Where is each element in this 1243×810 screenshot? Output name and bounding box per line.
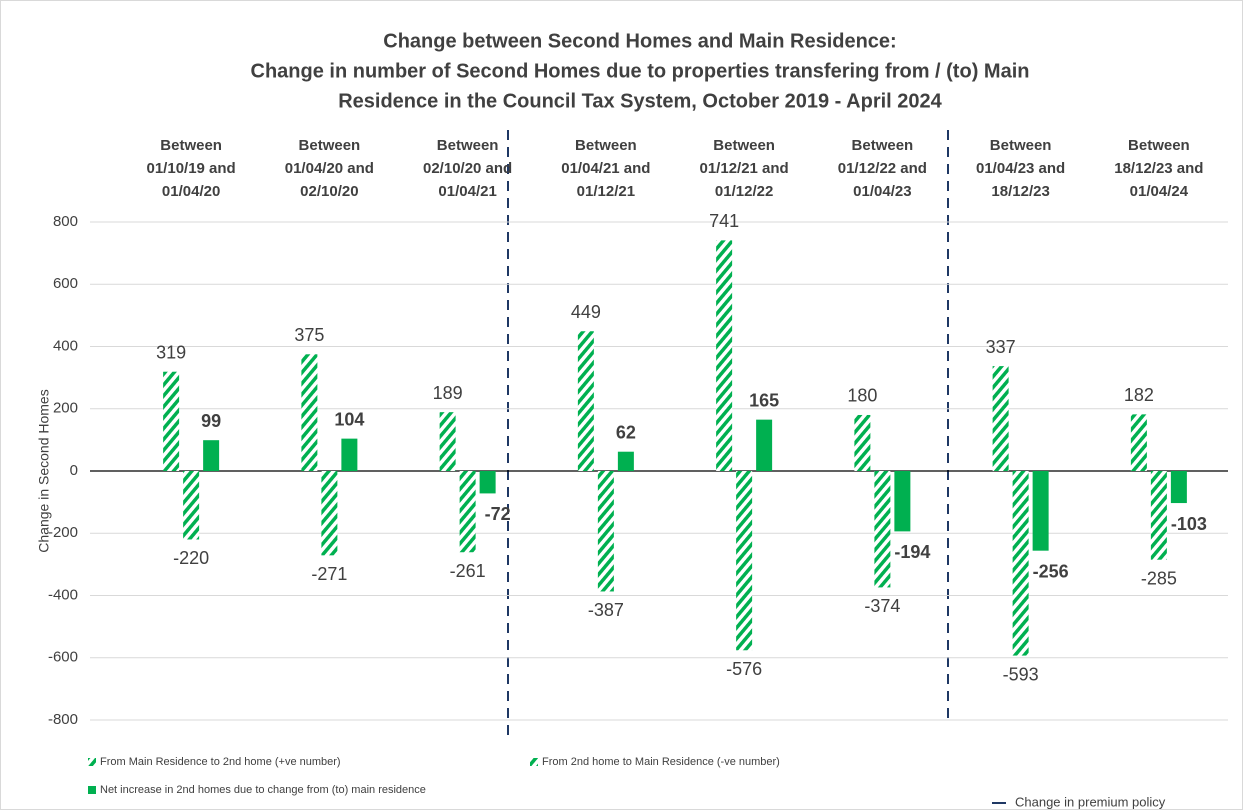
x-category-label: 01/12/21 and (700, 160, 789, 177)
y-tick-label: -200 (48, 524, 78, 541)
data-label: 319 (156, 342, 186, 362)
legend-swatch (88, 758, 96, 766)
x-category-label: Between (852, 137, 914, 154)
bar (874, 471, 891, 588)
x-category-label: 01/04/20 and (285, 160, 374, 177)
y-tick-label: 200 (53, 400, 78, 417)
chart-title: Change between Second Homes and Main Res… (383, 30, 896, 52)
data-label: 182 (1124, 385, 1154, 405)
bar (163, 371, 180, 471)
data-label: 337 (986, 337, 1016, 357)
data-label: -261 (450, 561, 486, 581)
bar (992, 366, 1009, 471)
bar (341, 438, 358, 471)
y-tick-label: -400 (48, 586, 78, 603)
bar (439, 412, 456, 471)
x-category-label: Between (299, 137, 361, 154)
data-label: -271 (311, 564, 347, 584)
bar (716, 240, 733, 471)
bar (1170, 471, 1187, 504)
bar (854, 414, 871, 471)
x-category-label: Between (713, 137, 775, 154)
data-label: -285 (1141, 568, 1177, 588)
legend-swatch (530, 758, 538, 766)
y-tick-label: 600 (53, 275, 78, 292)
y-tick-label: -800 (48, 711, 78, 728)
y-tick-label: 400 (53, 337, 78, 354)
bar (321, 471, 338, 556)
data-label: 180 (847, 386, 877, 406)
bar (756, 419, 773, 471)
data-label: -220 (173, 548, 209, 568)
x-category-label: Between (575, 137, 637, 154)
bar (577, 331, 594, 471)
data-label: -593 (1003, 664, 1039, 684)
x-category-label: Between (437, 137, 499, 154)
x-category-label: 18/12/23 and (1114, 160, 1203, 177)
chart-title: Change in number of Second Homes due to … (251, 60, 1030, 82)
data-label: 99 (201, 411, 221, 431)
legend-swatch (88, 786, 96, 794)
bar (1130, 414, 1147, 471)
data-label: -387 (588, 600, 624, 620)
legend-label: Change in premium policy (1015, 794, 1166, 809)
bar (1032, 471, 1049, 551)
data-label: 449 (571, 302, 601, 322)
bar (479, 471, 496, 494)
x-category-label: 01/04/21 and (561, 160, 650, 177)
y-tick-label: -600 (48, 649, 78, 666)
legend-label: From 2nd home to Main Residence (-ve num… (542, 756, 780, 768)
data-label: -374 (864, 596, 900, 616)
bar (203, 440, 220, 471)
x-category-label: 01/12/22 and (838, 160, 927, 177)
data-label: -256 (1033, 561, 1069, 581)
x-category-label: 02/10/20 (300, 183, 358, 200)
data-label: 375 (294, 325, 324, 345)
bar (301, 354, 318, 471)
data-label: 62 (616, 422, 636, 442)
chart-title: Residence in the Council Tax System, Oct… (338, 90, 942, 112)
legend-label: Net increase in 2nd homes due to change … (100, 784, 426, 796)
data-label: 189 (433, 383, 463, 403)
x-category-label: 01/04/20 (162, 183, 220, 200)
x-category-label: 01/10/19 and (147, 160, 236, 177)
x-category-label: 02/10/20 and (423, 160, 512, 177)
bar (1012, 471, 1029, 656)
x-category-label: 01/04/23 (853, 183, 911, 200)
x-category-label: Between (1128, 137, 1190, 154)
y-tick-label: 0 (70, 462, 78, 479)
x-category-label: 01/04/24 (1130, 183, 1189, 200)
bar (1150, 471, 1167, 560)
x-category-label: 01/04/23 and (976, 160, 1065, 177)
legend-label: From Main Residence to 2nd home (+ve num… (100, 756, 341, 768)
x-category-label: 01/04/21 (438, 183, 496, 200)
x-category-label: 18/12/23 (991, 183, 1049, 200)
bar (459, 471, 476, 553)
data-label: 741 (709, 211, 739, 231)
data-label: -576 (726, 659, 762, 679)
data-label: -194 (894, 542, 930, 562)
x-category-label: 01/12/22 (715, 183, 773, 200)
x-category-label: 01/12/21 (577, 183, 635, 200)
y-axis-label: Change in Second Homes (36, 389, 52, 552)
data-label: -103 (1171, 514, 1207, 534)
bar (597, 471, 614, 592)
bar (736, 471, 753, 651)
x-category-label: Between (990, 137, 1052, 154)
x-category-label: Between (160, 137, 222, 154)
bar (183, 471, 200, 540)
data-label: -72 (485, 504, 511, 524)
y-tick-label: 800 (53, 213, 78, 230)
data-label: 104 (334, 409, 364, 429)
data-label: 165 (749, 390, 779, 410)
bar (617, 451, 634, 471)
bar (894, 471, 911, 532)
